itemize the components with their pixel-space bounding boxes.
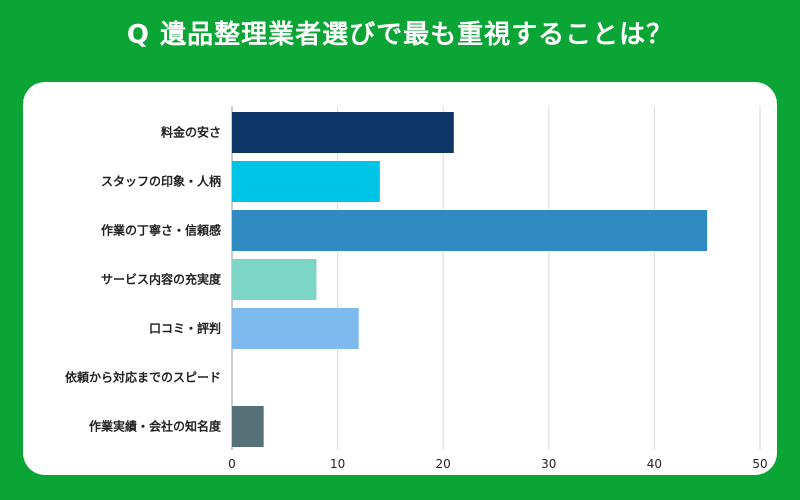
bar-5 <box>232 308 359 349</box>
category-label-2: スタッフの印象・人柄 <box>101 174 221 189</box>
bar-4 <box>232 259 317 300</box>
x-tick-label-50: 50 <box>752 457 767 471</box>
x-tick-label-40: 40 <box>647 457 662 471</box>
category-label-4: サービス内容の充実度 <box>101 272 222 287</box>
x-tick-label-0: 0 <box>228 457 236 471</box>
category-label-3: 作業の丁寧さ・信頼感 <box>101 223 221 238</box>
bar-2 <box>232 161 380 202</box>
chart-title: Q 遺品整理業者選びで最も重視することは？ <box>126 20 674 50</box>
bar-3 <box>232 210 708 251</box>
x-tick-label-30: 30 <box>541 457 556 471</box>
bars <box>232 112 708 447</box>
x-axis-ticks: 0 10 20 30 40 50 <box>228 457 767 471</box>
category-labels: 料金の安さスタッフの印象・人柄作業の丁寧さ・信頼感サービス内容の充実度口コミ・評… <box>65 125 222 434</box>
x-tick-label-20: 20 <box>436 457 451 471</box>
bar-1 <box>232 112 454 153</box>
category-label-1: 料金の安さ <box>161 125 221 140</box>
category-label-6: 依頼から対応までのスピード <box>65 370 221 385</box>
x-tick-label-10: 10 <box>330 457 345 471</box>
bar-chart: 料金の安さスタッフの印象・人柄作業の丁寧さ・信頼感サービス内容の充実度口コミ・評… <box>65 106 768 471</box>
category-label-7: 作業実績・会社の知名度 <box>89 419 222 434</box>
category-label-5: 口コミ・評判 <box>149 321 221 336</box>
chart-card: 料金の安さスタッフの印象・人柄 作業の丁寧さ・信頼感 サービス内容の充実度口コミ・評… <box>23 82 777 475</box>
bar-7 <box>232 406 264 447</box>
